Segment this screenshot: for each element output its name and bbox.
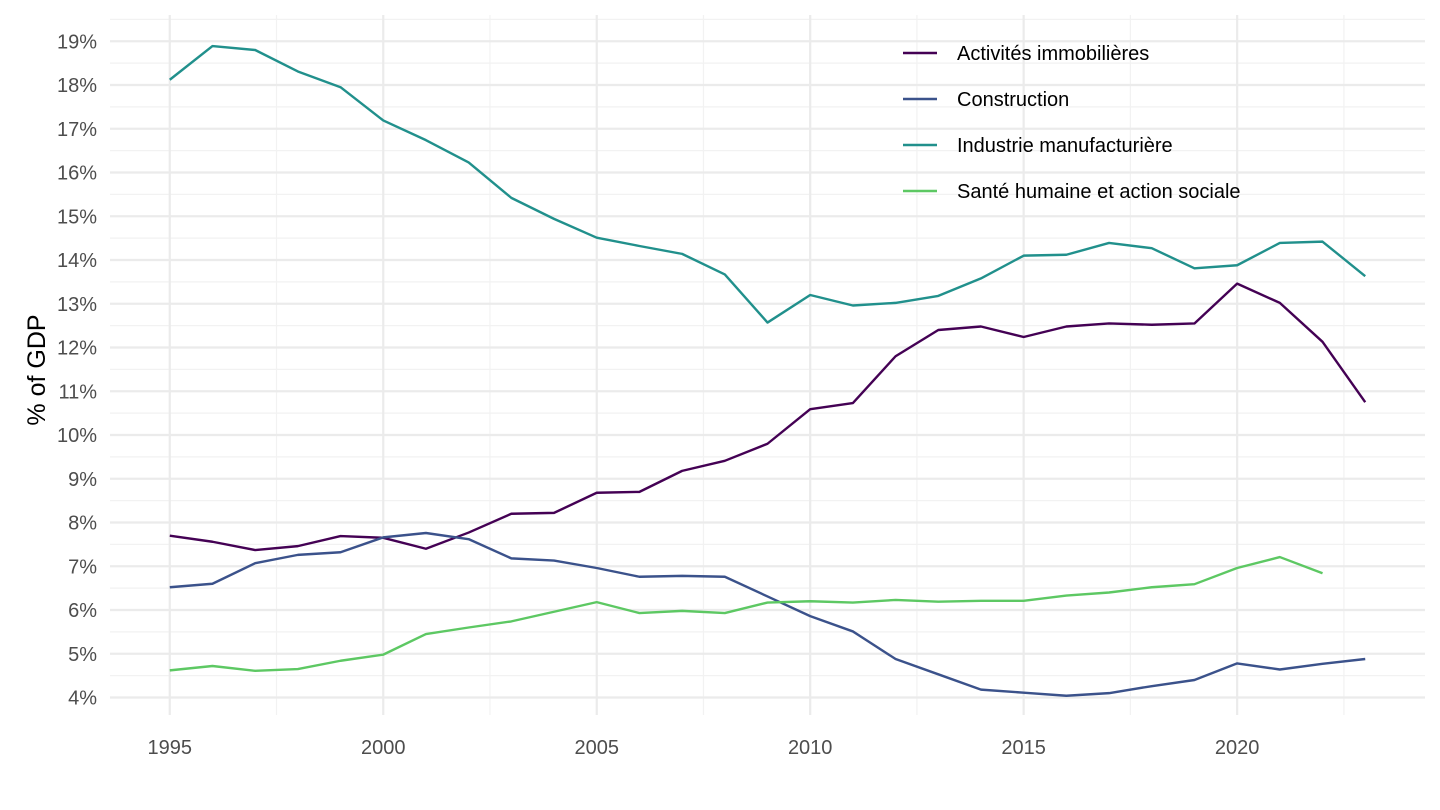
x-tick-label: 1995 <box>148 737 193 759</box>
series-line-construction <box>169 531 1366 697</box>
y-axis-ticks: 4% 5% 6% 7% 8% 9% 10% 11% 12% 13% 14% 15% 16% 17% 18% 1… <box>57 31 97 709</box>
y-tick-label: 4% <box>68 688 97 710</box>
y-tick-label: 17% <box>57 119 97 141</box>
y-tick-label: 19% <box>57 31 97 53</box>
series-lines <box>169 44 1367 697</box>
x-tick-label: 2020 <box>1215 737 1260 759</box>
y-tick-label: 10% <box>57 425 97 447</box>
grid <box>110 15 1425 715</box>
x-tick-label: 2000 <box>361 737 406 759</box>
x-axis-ticks: 1995 2000 2005 2010 2015 2020 <box>148 737 1260 759</box>
legend-item: Construction <box>903 89 1069 111</box>
y-tick-label: 9% <box>68 469 97 491</box>
x-tick-label: 2015 <box>1001 737 1046 759</box>
legend-item: Activités immobilières <box>903 43 1149 65</box>
legend-item: Industrie manufacturière <box>903 135 1173 157</box>
series-line-industrie-manufacturiere <box>169 44 1366 324</box>
y-tick-label: 6% <box>68 600 97 622</box>
y-tick-label: 16% <box>57 163 97 185</box>
y-tick-label: 13% <box>57 294 97 316</box>
y-tick-label: 5% <box>68 644 97 666</box>
x-tick-label: 2010 <box>788 737 833 759</box>
y-tick-label: 7% <box>68 556 97 578</box>
legend-label: Activités immobilières <box>957 43 1149 65</box>
x-tick-label: 2005 <box>574 737 619 759</box>
legend-label: Santé humaine et action sociale <box>957 181 1241 203</box>
y-tick-label: 12% <box>57 338 97 360</box>
y-tick-label: 11% <box>58 381 97 403</box>
series-line-sante-humaine-et-action-sociale <box>169 555 1323 673</box>
y-tick-label: 8% <box>68 513 97 535</box>
y-axis-title: % of GDP <box>23 314 51 425</box>
y-tick-label: 14% <box>57 250 97 272</box>
legend-label: Construction <box>957 89 1069 111</box>
legend-item: Santé humaine et action sociale <box>903 181 1241 203</box>
y-tick-label: 15% <box>57 206 97 228</box>
legend-label: Industrie manufacturière <box>957 135 1173 157</box>
series-line-activites-immobilieres <box>169 282 1367 552</box>
legend: Activités immobilières Construction Indust… <box>903 43 1241 203</box>
y-tick-label: 18% <box>57 75 97 97</box>
